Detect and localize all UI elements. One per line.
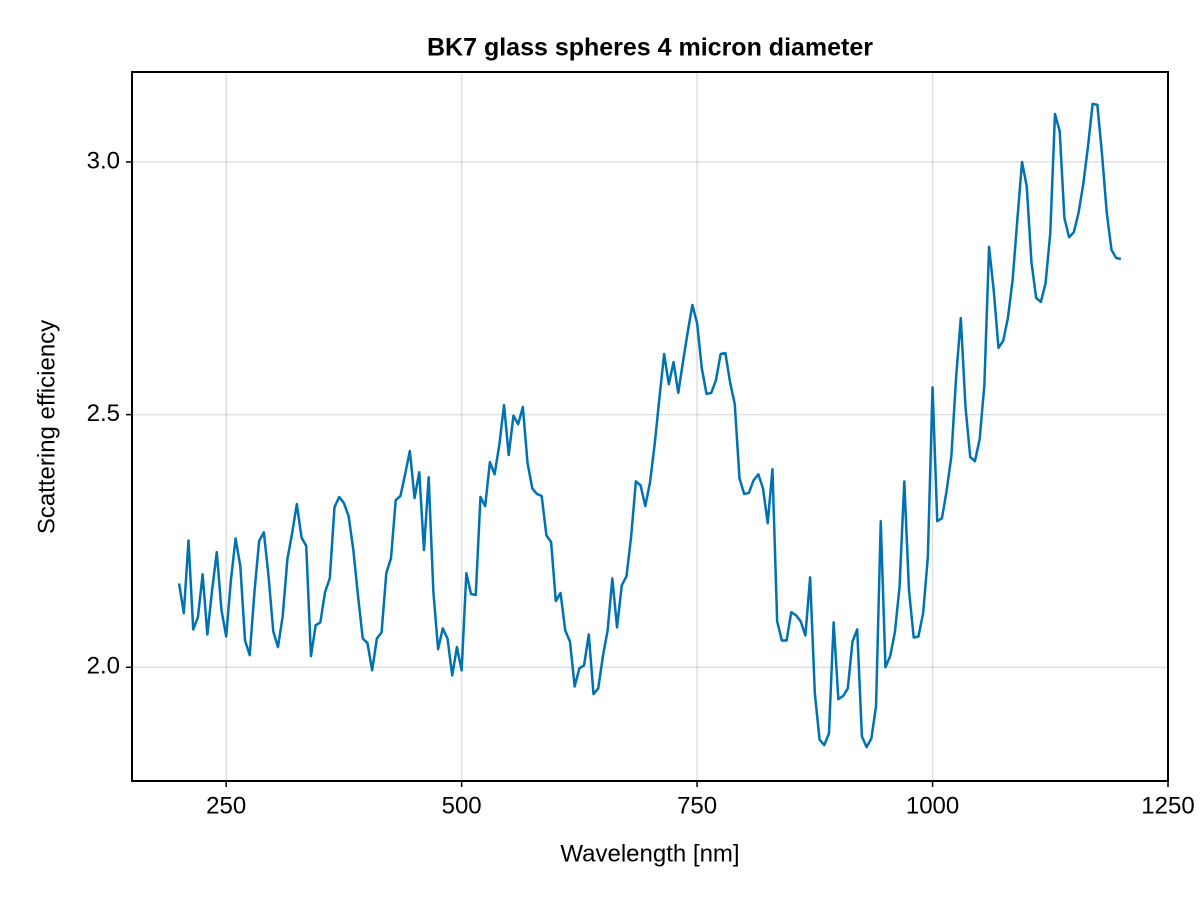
x-axis-label: Wavelength [nm] [560,840,739,867]
x-tick-label: 500 [442,792,482,819]
x-tick-label: 1000 [906,792,959,819]
y-axis-label: Scattering efficiency [33,320,60,534]
x-tick-label: 1250 [1141,792,1194,819]
chart-title: BK7 glass spheres 4 micron diameter [427,34,873,62]
x-tick-label: 250 [206,792,246,819]
y-tick-label: 2.0 [87,653,120,680]
x-tick-label: 750 [677,792,717,819]
plot-frame [131,71,1169,782]
data-line [177,102,1122,749]
y-tick-label: 3.0 [87,147,120,174]
plot [177,102,1122,749]
y-tick-label: 2.5 [87,400,120,427]
axes: 250 500 750 1000 1250 2.0 2.5 3.0 [87,147,1195,819]
